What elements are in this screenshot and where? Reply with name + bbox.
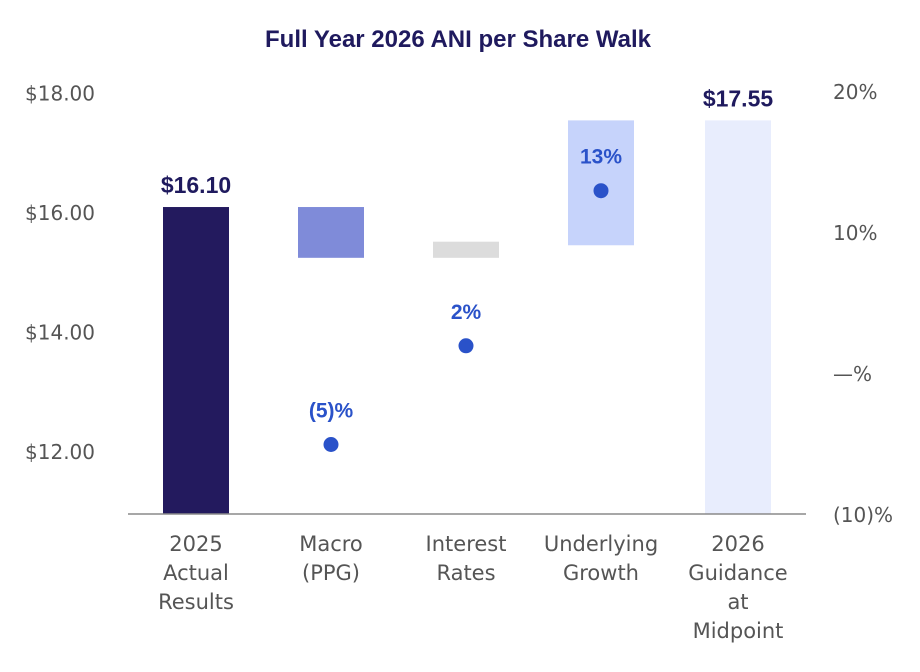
bars-layer: $16.10 $17.55 [161, 85, 774, 514]
category-label: 2026 Guidance at Midpoint [688, 532, 787, 643]
growth-point-label: 2% [451, 301, 482, 324]
category-label-line: Interest [426, 532, 507, 556]
category-label-line: Underlying [544, 532, 658, 556]
category-label-line: Actual [163, 561, 229, 585]
right-tick-label: 20% [833, 80, 877, 104]
left-tick-label: $16.00 [25, 201, 95, 225]
category-label-line: 2025 [169, 532, 222, 556]
bar-value-label: $17.55 [703, 85, 774, 111]
left-tick-label: $12.00 [25, 440, 95, 464]
category-label-line: Macro [299, 532, 363, 556]
growth-point [593, 183, 609, 199]
category-label: 2025 Actual Results [158, 532, 234, 614]
left-axis-ticks: $12.00 $14.00 $16.00 $18.00 [25, 82, 95, 465]
bar-5 [705, 120, 771, 514]
right-tick-label: (10)% [833, 503, 893, 527]
growth-point-label: 13% [580, 146, 622, 169]
bar-4 [568, 120, 634, 246]
right-tick-label: —% [833, 362, 872, 386]
bar-value-label: $16.10 [161, 172, 231, 198]
right-axis-ticks: (10)% —% 10% 20% [833, 80, 893, 527]
category-label-line: (PPG) [302, 561, 360, 585]
category-label-line: Guidance [688, 561, 787, 585]
growth-points-layer: (5)% 2% 13% [309, 146, 622, 452]
category-label-line: at [727, 590, 748, 614]
left-tick-label: $18.00 [25, 82, 95, 106]
bar-3 [433, 241, 499, 258]
growth-point [323, 437, 339, 452]
category-label: Underlying Growth [544, 532, 658, 585]
right-tick-label: 10% [833, 221, 877, 245]
category-label-line: Rates [436, 561, 495, 585]
category-label: Interest Rates [426, 532, 507, 585]
bar-1 [163, 207, 229, 514]
left-tick-label: $14.00 [25, 321, 95, 345]
category-label-line: 2026 [711, 532, 764, 556]
growth-point-label: (5)% [309, 400, 354, 423]
category-labels: 2025 Actual Results Macro (PPG) Interest Rates… [158, 532, 788, 643]
category-label-line: Growth [563, 561, 639, 585]
growth-point [458, 338, 474, 354]
chart-title: Full Year 2026 ANI per Share Walk [265, 26, 652, 53]
category-label-line: Results [158, 590, 234, 614]
category-label: Macro (PPG) [299, 532, 363, 585]
category-label-line: Midpoint [693, 619, 784, 643]
bar-2 [298, 207, 364, 258]
